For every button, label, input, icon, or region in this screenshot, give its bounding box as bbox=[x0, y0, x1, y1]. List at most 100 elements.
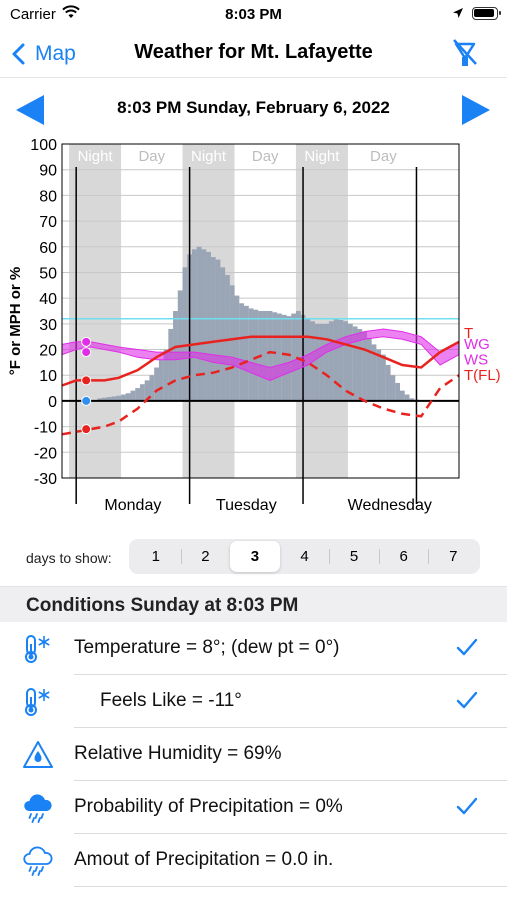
y-tick-label: 100 bbox=[30, 137, 57, 154]
precip-bar bbox=[225, 275, 230, 401]
days-option-6[interactable]: 6 bbox=[378, 541, 429, 572]
current-marker-tfl bbox=[81, 424, 92, 435]
precip-bar bbox=[295, 311, 301, 401]
previous-date-button[interactable] bbox=[14, 94, 46, 131]
precip-bar bbox=[144, 380, 150, 401]
conditions-section-header: Conditions Sunday at 8:03 PM bbox=[0, 586, 507, 622]
days-option-4[interactable]: 4 bbox=[300, 548, 309, 565]
days-to-show-control: days to show: 1 2 3 4 5 6 7 bbox=[0, 538, 507, 576]
precip-bar bbox=[139, 384, 145, 401]
precip-bar bbox=[357, 328, 363, 401]
y-tick-label: 0 bbox=[48, 394, 57, 411]
precip-bar bbox=[385, 364, 391, 401]
days-option-5[interactable]: 5 bbox=[329, 541, 379, 572]
precip-bar bbox=[248, 308, 254, 401]
y-tick-label: 30 bbox=[39, 317, 57, 334]
y-tick-label: 60 bbox=[39, 240, 57, 257]
precip-bar bbox=[210, 257, 216, 401]
days-option-3[interactable]: 3 bbox=[230, 541, 280, 572]
precip-bar bbox=[135, 388, 141, 401]
days-segmented-control: 1 2 3 4 5 6 7 bbox=[129, 539, 480, 574]
row-divider bbox=[74, 886, 507, 887]
triangle-right-icon bbox=[462, 95, 490, 125]
precip-bar bbox=[376, 349, 382, 401]
cloud-rain-filled-icon bbox=[22, 793, 54, 828]
humidity-drop-icon bbox=[22, 740, 54, 775]
triangle-left-icon bbox=[16, 95, 44, 125]
precip-bar bbox=[291, 313, 297, 401]
checkmark-icon bbox=[456, 637, 478, 662]
status-time: 8:03 PM bbox=[225, 6, 282, 23]
legend-entry: T bbox=[464, 325, 473, 342]
thermometer-snowflake-icon bbox=[22, 634, 52, 669]
period-label: Day bbox=[138, 148, 165, 165]
plot-border bbox=[61, 143, 460, 479]
condition-row-temperature[interactable]: Temperature = 8°; (dew pt = 0°) bbox=[0, 622, 507, 675]
temperature-value: Temperature = 8°; (dew pt = 0°) bbox=[74, 637, 340, 658]
period-label: Night bbox=[304, 148, 340, 165]
y-tick-label: 20 bbox=[39, 343, 57, 360]
days-option-1[interactable]: 1 bbox=[151, 548, 160, 565]
checkmark-icon bbox=[456, 796, 478, 821]
precip-bar bbox=[366, 337, 372, 401]
precip-bar bbox=[324, 323, 330, 401]
precip-bar bbox=[281, 314, 287, 401]
humidity-value: Relative Humidity = 69% bbox=[74, 743, 282, 764]
precip-bar bbox=[272, 312, 278, 401]
condition-row-precip-amount[interactable]: Amout of Precipitation = 0.0 in. bbox=[0, 834, 507, 887]
date-navigation: 8:03 PM Sunday, February 6, 2022 bbox=[0, 86, 507, 130]
weather-forecast-chart[interactable]: Night Day Night Day Night Day 100 90 80 70 60 50 40 3… bbox=[0, 135, 507, 520]
precip-bar bbox=[111, 396, 117, 401]
navigation-bar: Map Weather for Mt. Lafayette bbox=[0, 30, 507, 78]
map-pin-crossed-button[interactable] bbox=[448, 36, 482, 75]
precip-bar bbox=[158, 359, 164, 401]
precip-bar bbox=[234, 295, 240, 401]
wifi-icon bbox=[62, 5, 80, 24]
y-tick-label: 50 bbox=[39, 265, 57, 282]
days-option-7[interactable]: 7 bbox=[428, 541, 478, 572]
day-label: Tuesday bbox=[216, 497, 277, 514]
precip-bar bbox=[125, 393, 131, 401]
y-tick-label: -20 bbox=[34, 445, 57, 462]
legend-entry: WS bbox=[464, 351, 488, 368]
current-marker-ws bbox=[81, 347, 92, 358]
condition-row-feels-like[interactable]: Feels Like = -11° bbox=[0, 675, 507, 728]
forecast-chart-svg: Night Day Night Day Night Day1009080706050403… bbox=[7, 137, 501, 514]
precip-bar bbox=[343, 321, 349, 401]
condition-row-humidity[interactable]: Relative Humidity = 69% bbox=[0, 728, 507, 781]
page-title: Weather for Mt. Lafayette bbox=[134, 41, 373, 63]
cloud-rain-outline-icon bbox=[22, 846, 54, 881]
precip-bar bbox=[191, 249, 197, 401]
condition-row-precip-probability[interactable]: Probability of Precipitation = 0% bbox=[0, 781, 507, 834]
thermometer-snowflake-icon bbox=[22, 687, 52, 722]
precip-bar bbox=[182, 267, 188, 401]
precip-bar bbox=[220, 267, 226, 401]
back-button[interactable]: Map bbox=[12, 40, 76, 68]
precip-bar bbox=[168, 328, 174, 401]
precip-bar bbox=[347, 323, 353, 401]
period-label: Day bbox=[370, 148, 397, 165]
y-tick-label: -10 bbox=[34, 420, 57, 437]
precip-amount-value: Amout of Precipitation = 0.0 in. bbox=[74, 849, 334, 870]
feels-like-line bbox=[61, 350, 460, 436]
precip-bar bbox=[277, 313, 282, 401]
back-button-label: Map bbox=[35, 42, 76, 65]
precip-bar bbox=[314, 323, 320, 401]
days-option-2[interactable]: 2 bbox=[180, 541, 231, 572]
row-divider bbox=[74, 727, 507, 728]
precip-bar bbox=[409, 398, 415, 401]
status-bar: Carrier 8:03 PM bbox=[0, 0, 507, 30]
precip-bar bbox=[253, 309, 259, 401]
period-label: Day bbox=[252, 148, 279, 165]
precip-bar bbox=[196, 246, 202, 401]
precip-bar bbox=[404, 394, 410, 401]
night-shade bbox=[295, 144, 348, 478]
y-tick-label: -30 bbox=[34, 471, 57, 488]
next-date-button[interactable] bbox=[460, 94, 492, 131]
row-divider bbox=[74, 780, 507, 781]
days-to-show-label: days to show: bbox=[26, 550, 112, 566]
y-axis-label: °F or MPH or % bbox=[7, 267, 24, 376]
carrier-label: Carrier bbox=[10, 6, 56, 23]
y-tick-label: 80 bbox=[39, 188, 57, 205]
period-label: Night bbox=[78, 148, 114, 165]
